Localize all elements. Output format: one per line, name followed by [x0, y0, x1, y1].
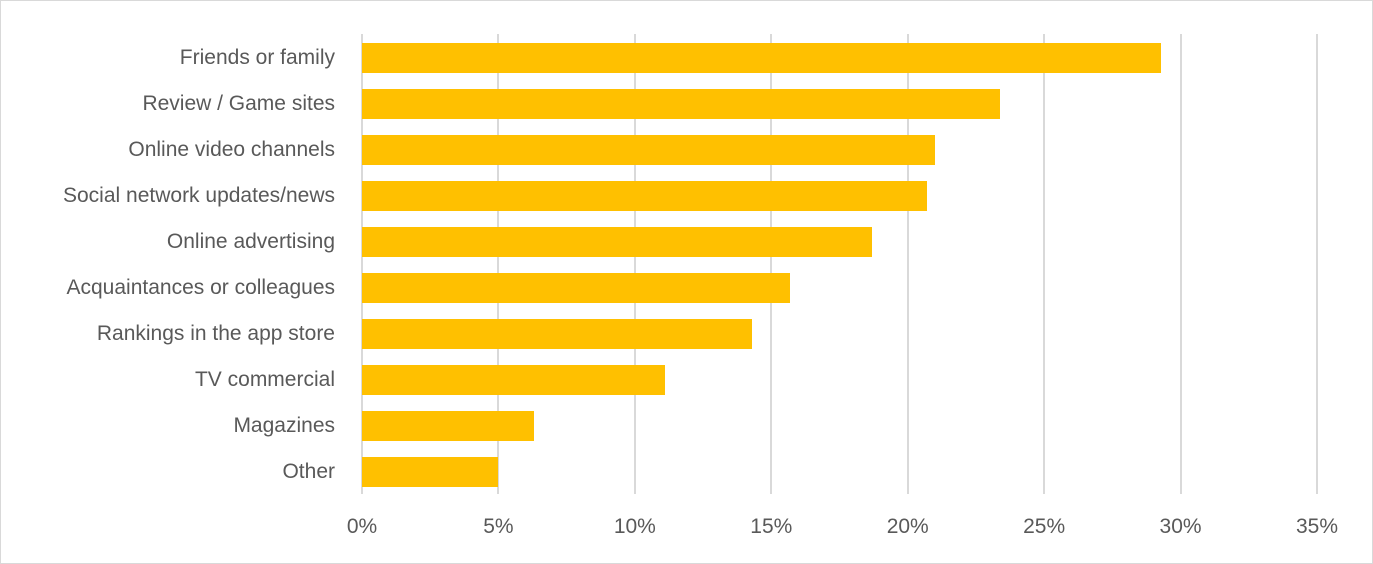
- gridline: [497, 34, 500, 494]
- gridline: [1179, 34, 1182, 494]
- bar: [362, 411, 534, 441]
- x-tick-label: 0%: [346, 515, 378, 538]
- category-label: Review / Game sites: [142, 92, 335, 115]
- bar: [362, 135, 935, 165]
- x-tick-label: 35%: [1295, 515, 1339, 538]
- gridline: [906, 34, 909, 494]
- bar: [362, 43, 1162, 73]
- category-label: Online advertising: [166, 230, 335, 253]
- bar: [362, 181, 927, 211]
- bar: [362, 273, 791, 303]
- x-tick-label: 15%: [750, 515, 793, 538]
- category-label: Friends or family: [179, 46, 335, 69]
- x-tick-label: 25%: [1023, 515, 1066, 538]
- category-label: Social network updates/news: [63, 184, 335, 207]
- bar: [362, 89, 1001, 119]
- category-label: Acquaintances or colleagues: [66, 276, 335, 299]
- x-tick-label: 20%: [886, 515, 929, 538]
- bar: [362, 319, 753, 349]
- gridline: [1316, 34, 1318, 494]
- bar: [362, 365, 665, 395]
- x-tick-label: 5%: [483, 515, 514, 538]
- category-label: Other: [282, 460, 335, 483]
- gridline: [633, 34, 636, 494]
- gridline: [1043, 34, 1046, 494]
- plot-area: [361, 34, 1318, 494]
- bar: [362, 457, 499, 487]
- gridline: [361, 34, 363, 494]
- category-label: Rankings in the app store: [96, 322, 335, 345]
- category-label: Magazines: [233, 414, 335, 437]
- gridline: [770, 34, 773, 494]
- bar: [362, 227, 873, 257]
- x-tick-label: 30%: [1159, 515, 1202, 538]
- category-label: TV commercial: [194, 368, 335, 391]
- category-label: Online video channels: [128, 138, 335, 161]
- x-tick-label: 10%: [613, 515, 656, 538]
